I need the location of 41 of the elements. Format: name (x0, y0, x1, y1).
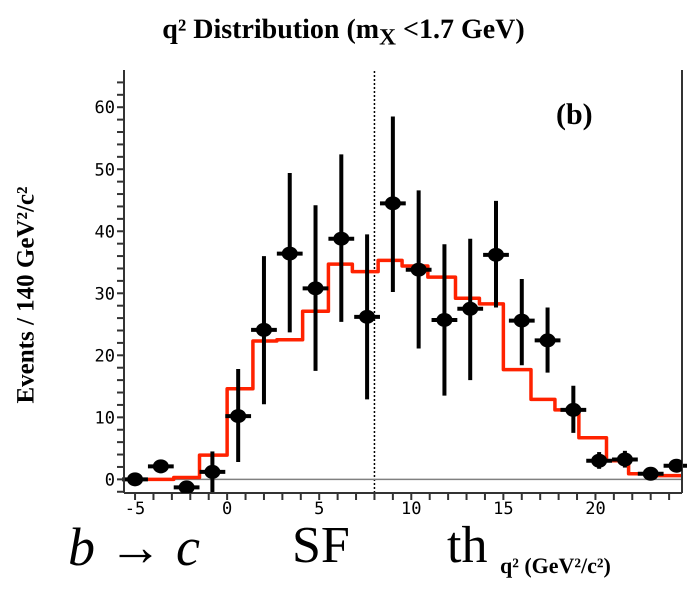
point (282, 246, 298, 261)
point (359, 310, 376, 324)
point (204, 464, 220, 479)
point (565, 402, 582, 417)
point (308, 281, 324, 296)
point (436, 312, 452, 327)
point (514, 314, 530, 328)
y-tick-label: 30 (94, 284, 115, 304)
text: b → c (68, 517, 200, 577)
x-tick-label: 0 (222, 499, 232, 520)
x-tick-label: -5 (124, 499, 146, 520)
y-tick-label: 0 (104, 470, 115, 490)
point (178, 480, 195, 493)
y-tick-label: 10 (94, 408, 115, 428)
x-tick-label: 5 (314, 499, 324, 520)
y-tick-label: 50 (94, 160, 115, 180)
y-tick-label: 20 (94, 346, 115, 366)
point (410, 262, 427, 277)
point (616, 452, 633, 467)
point (256, 322, 272, 337)
x-tick-label: 20 (585, 499, 606, 520)
text: SF (292, 517, 350, 574)
x-tick-label: 15 (493, 499, 514, 520)
point (127, 472, 144, 486)
point (384, 196, 401, 210)
y-tick-label: 60 (94, 98, 115, 118)
point (488, 248, 504, 262)
point (591, 454, 608, 468)
x-tick-label: 10 (401, 499, 422, 520)
point (152, 459, 169, 474)
point (230, 409, 246, 424)
y-axis-title: Events / 140 GeV²/c² (13, 186, 40, 404)
point (462, 302, 478, 316)
annotation: (b) (556, 98, 593, 131)
point (333, 232, 350, 246)
point (540, 333, 556, 348)
y-tick-label: 40 (94, 222, 115, 242)
chart-title: q² Distribution (m$_{X}$ <1.7 GeV) (162, 14, 525, 51)
x-axis-title: q² (GeV²/c²) (500, 553, 611, 578)
text: th (447, 517, 488, 574)
point (642, 466, 659, 481)
